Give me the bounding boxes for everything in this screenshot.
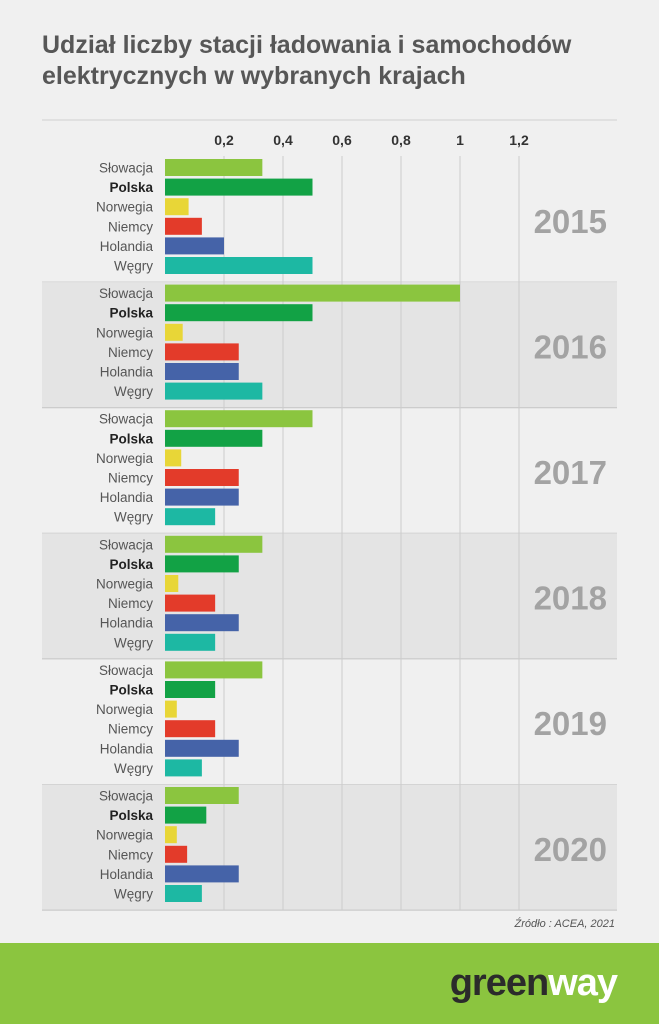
category-label: Holandia [100,490,154,505]
bar-2016-4 [165,363,239,380]
bar-2019-1 [165,681,216,698]
category-label: Polska [109,683,153,698]
year-label: 2018 [534,580,607,617]
category-label: Słowacja [99,412,154,427]
category-label: Norwegia [96,577,154,592]
bar-2015-3 [165,217,202,235]
bar-2019-4 [165,739,239,757]
group-band [42,282,617,408]
bar-2020-3 [165,845,188,863]
x-tick-label: 0,6 [332,132,352,148]
chart-title: Udział liczby stacji ładowania i samocho… [42,31,572,90]
category-label: Holandia [100,741,154,756]
category-label: Norwegia [96,451,154,466]
bar-2018-1 [165,555,239,573]
bar-2020-4 [165,865,239,883]
year-label: 2017 [534,454,607,491]
bar-2016-1 [165,304,313,322]
logo-part-way: way [548,962,618,1004]
category-label: Węgry [114,259,153,274]
year-label: 2015 [534,203,607,240]
category-label: Norwegia [96,325,154,340]
category-label: Holandia [100,239,154,254]
x-tick-label: 0,8 [391,132,411,148]
x-tick-label: 0,4 [273,132,293,148]
x-tick-label: 1 [456,132,464,148]
category-label: Niemcy [108,471,153,486]
category-label: Słowacja [99,663,154,678]
group-band [42,784,617,911]
category-label: Węgry [114,510,153,525]
category-label: Węgry [114,384,153,399]
category-label: Polska [109,557,153,572]
bar-2020-1 [165,806,207,824]
bar-2019-2 [165,700,177,718]
bar-2016-0 [165,284,460,302]
bar-2015-1 [165,178,313,196]
category-label: Holandia [100,867,154,882]
bar-2020-2 [165,826,177,844]
category-label: Holandia [100,365,154,380]
bar-2016-2 [165,323,183,341]
bar-2019-5 [165,759,202,777]
category-label: Niemcy [108,219,153,234]
category-label: Węgry [114,887,153,902]
category-label: Słowacja [99,537,154,552]
bar-2017-2 [165,449,182,467]
bar-2015-2 [165,198,189,216]
category-label: Niemcy [108,345,153,360]
bar-2017-4 [165,488,239,506]
category-label: Niemcy [108,596,153,611]
category-label: Polska [109,808,153,823]
bar-2015-4 [165,237,224,255]
category-label: Norwegia [96,200,154,215]
x-tick-label: 0,2 [214,132,234,148]
bar-2017-5 [165,508,216,526]
bar-2018-4 [165,614,239,632]
bar-2020-0 [165,787,239,804]
category-label: Niemcy [108,722,153,737]
bar-2015-0 [165,159,263,176]
bar-2017-3 [165,469,239,486]
bar-2018-5 [165,633,216,651]
bar-2019-0 [165,661,263,679]
year-label: 2019 [534,705,607,742]
greenway-logo: greenway [449,958,618,1008]
category-label: Polska [109,306,153,321]
logo-part-green: green [449,962,549,1004]
year-label: 2016 [534,328,607,365]
bar-2020-5 [165,885,202,902]
category-label: Niemcy [108,847,153,862]
category-label: Norwegia [96,702,154,717]
category-label: Słowacja [99,161,154,176]
footer-bar: greenway [0,943,659,1024]
category-label: Węgry [114,761,153,776]
bar-2018-2 [165,575,179,592]
year-label: 2020 [534,831,607,868]
category-label: Holandia [100,616,154,631]
bar-2017-1 [165,429,263,447]
group-band [42,533,617,659]
category-label: Norwegia [96,828,154,843]
category-label: Polska [109,180,153,195]
bar-2016-5 [165,382,263,400]
bar-2018-3 [165,594,216,612]
category-label: Węgry [114,635,153,650]
category-label: Słowacja [99,286,154,301]
bar-2019-3 [165,720,216,738]
category-label: Polska [109,431,153,446]
bar-2015-5 [165,257,313,274]
bar-2018-0 [165,535,263,553]
bar-2017-0 [165,410,313,428]
source-note: Źródło : ACEA, 2021 [514,918,615,930]
category-label: Słowacja [99,789,154,804]
x-tick-label: 1,2 [509,132,529,148]
bar-2016-3 [165,343,239,361]
bar-chart: 0,2 0,4 0,6 0,8 1 1,2 Słowacja Polska Norwegia Ni… [42,119,617,911]
